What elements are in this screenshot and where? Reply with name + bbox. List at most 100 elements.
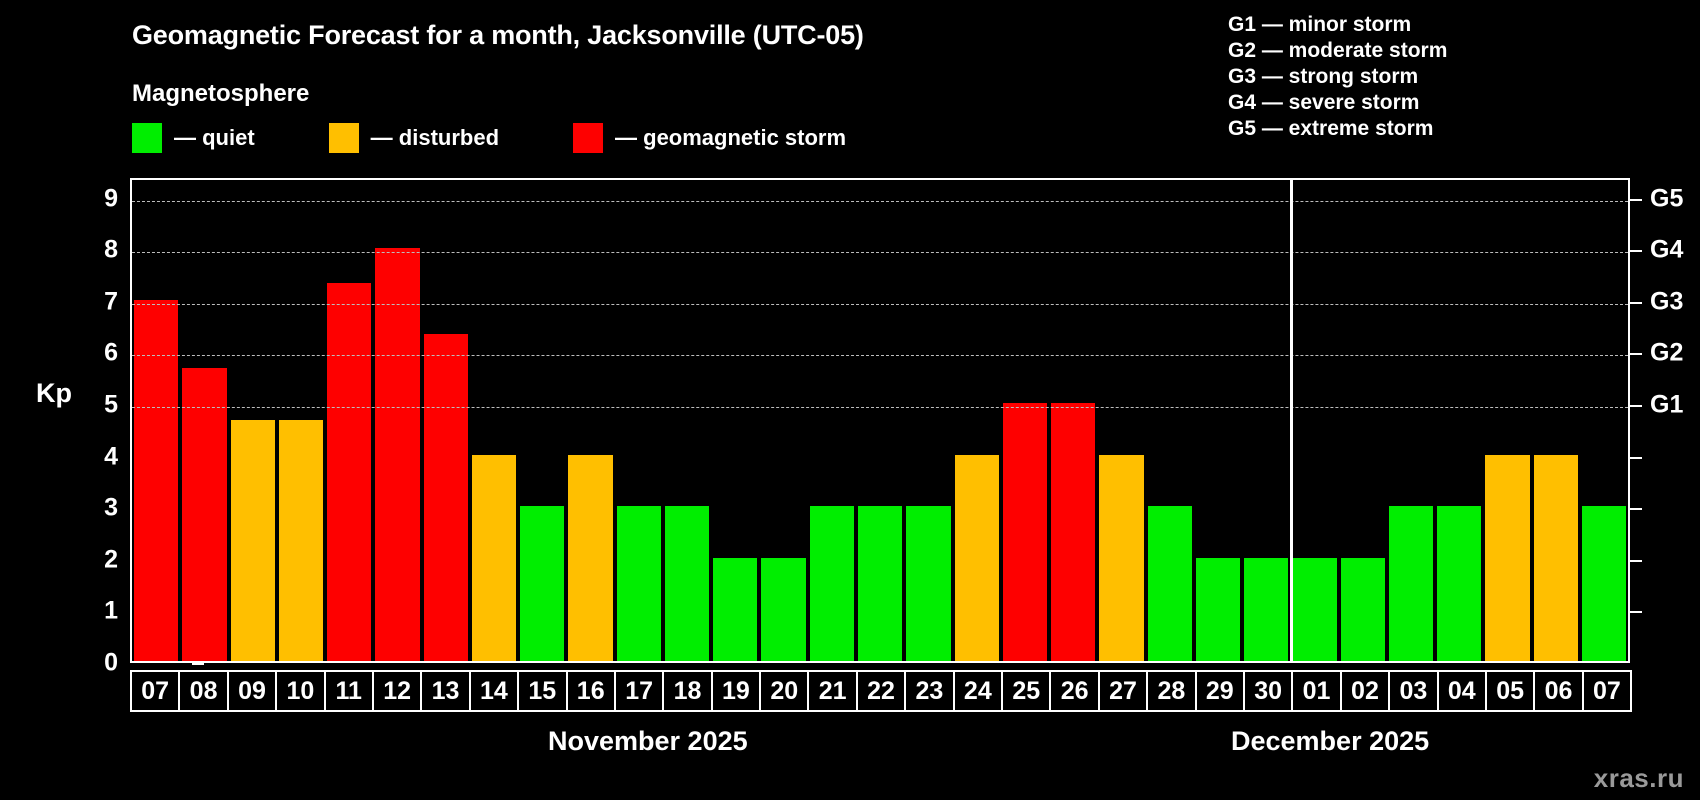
bar-slot-november-21[interactable] bbox=[808, 180, 856, 661]
bar-slot-november-15[interactable] bbox=[518, 180, 566, 661]
date-cell-december-01[interactable]: 01 bbox=[1291, 670, 1342, 712]
bar-07-quiet[interactable] bbox=[1581, 506, 1627, 661]
bar-slot-november-25[interactable] bbox=[1001, 180, 1049, 661]
bar-slot-november-07[interactable] bbox=[132, 180, 180, 661]
bar-26-storm[interactable] bbox=[1051, 403, 1096, 661]
date-cell-november-16[interactable]: 16 bbox=[565, 670, 616, 712]
bar-10-disturbed[interactable] bbox=[278, 420, 324, 661]
bar-slot-december-05[interactable] bbox=[1483, 180, 1531, 661]
g-tick-mark-G3 bbox=[1630, 301, 1642, 304]
bar-27-disturbed[interactable] bbox=[1099, 454, 1144, 661]
bar-slot-november-27[interactable] bbox=[1097, 180, 1145, 661]
bar-03-quiet[interactable] bbox=[1388, 506, 1434, 661]
bar-slot-december-07[interactable] bbox=[1580, 180, 1628, 661]
bar-slot-november-28[interactable] bbox=[1146, 180, 1194, 661]
date-cell-november-21[interactable]: 21 bbox=[807, 670, 858, 712]
bar-slot-november-14[interactable] bbox=[470, 180, 518, 661]
date-cell-december-07[interactable]: 07 bbox=[1581, 670, 1633, 712]
date-cell-november-13[interactable]: 13 bbox=[420, 670, 471, 712]
date-cell-november-11[interactable]: 11 bbox=[323, 670, 374, 712]
date-cell-december-06[interactable]: 06 bbox=[1533, 670, 1584, 712]
bar-slot-november-10[interactable] bbox=[277, 180, 325, 661]
bar-28-quiet[interactable] bbox=[1147, 506, 1192, 661]
date-cell-november-18[interactable]: 18 bbox=[662, 670, 713, 712]
g-legend-line-2: G2 — moderate storm bbox=[1228, 39, 1448, 62]
date-cell-november-29[interactable]: 29 bbox=[1194, 670, 1245, 712]
date-cell-december-04[interactable]: 04 bbox=[1436, 670, 1487, 712]
bar-20-quiet[interactable] bbox=[761, 557, 806, 661]
bar-slot-december-02[interactable] bbox=[1339, 180, 1387, 661]
bar-29-quiet[interactable] bbox=[1195, 557, 1241, 661]
bar-slot-november-26[interactable] bbox=[1049, 180, 1097, 661]
bar-02-quiet[interactable] bbox=[1340, 557, 1385, 661]
bar-slot-november-29[interactable] bbox=[1194, 180, 1242, 661]
date-cell-november-20[interactable]: 20 bbox=[759, 670, 810, 712]
bar-04-quiet[interactable] bbox=[1437, 506, 1482, 661]
bar-08-storm[interactable] bbox=[182, 368, 227, 661]
bar-slot-december-06[interactable] bbox=[1532, 180, 1580, 661]
page-title: Geomagnetic Forecast for a month, Jackso… bbox=[132, 20, 864, 50]
bar-19-quiet[interactable] bbox=[713, 557, 758, 661]
bar-24-disturbed[interactable] bbox=[954, 454, 999, 661]
date-cell-november-22[interactable]: 22 bbox=[855, 670, 907, 712]
legend-label-disturbed: — disturbed bbox=[370, 125, 500, 150]
bar-slot-november-13[interactable] bbox=[422, 180, 470, 661]
bar-22-quiet[interactable] bbox=[857, 506, 903, 661]
bar-06-disturbed[interactable] bbox=[1533, 454, 1578, 661]
date-cell-november-24[interactable]: 24 bbox=[952, 670, 1004, 712]
date-cell-november-15[interactable]: 15 bbox=[517, 670, 568, 712]
bar-slot-november-20[interactable] bbox=[759, 180, 807, 661]
bar-slot-november-09[interactable] bbox=[229, 180, 277, 661]
bar-slot-december-01[interactable] bbox=[1290, 180, 1338, 661]
date-cell-november-14[interactable]: 14 bbox=[468, 670, 520, 712]
date-cell-november-23[interactable]: 23 bbox=[904, 670, 955, 712]
bar-slot-november-19[interactable] bbox=[711, 180, 759, 661]
date-cell-november-26[interactable]: 26 bbox=[1049, 670, 1100, 712]
date-cell-december-02[interactable]: 02 bbox=[1339, 670, 1391, 712]
date-cell-december-05[interactable]: 05 bbox=[1484, 670, 1536, 712]
month-label-december: December 2025 bbox=[1231, 726, 1430, 756]
bar-01-quiet[interactable] bbox=[1292, 557, 1337, 661]
date-cell-november-19[interactable]: 19 bbox=[710, 670, 762, 712]
bar-14-disturbed[interactable] bbox=[471, 454, 517, 661]
date-cell-november-09[interactable]: 09 bbox=[226, 670, 278, 712]
date-cell-november-30[interactable]: 30 bbox=[1242, 670, 1294, 712]
bar-18-quiet[interactable] bbox=[664, 506, 710, 661]
date-cell-november-08[interactable]: 08 bbox=[178, 670, 229, 712]
bar-07-storm[interactable] bbox=[134, 299, 179, 661]
bar-slot-november-08[interactable] bbox=[180, 180, 228, 661]
date-cell-november-25[interactable]: 25 bbox=[1001, 670, 1052, 712]
bar-30-quiet[interactable] bbox=[1244, 557, 1289, 661]
g-legend-line-5: G5 — extreme storm bbox=[1228, 117, 1434, 140]
bar-slot-november-22[interactable] bbox=[856, 180, 904, 661]
bar-slot-december-03[interactable] bbox=[1387, 180, 1435, 661]
date-cell-november-12[interactable]: 12 bbox=[371, 670, 423, 712]
bar-slot-november-24[interactable] bbox=[953, 180, 1001, 661]
bar-slot-november-18[interactable] bbox=[663, 180, 711, 661]
bar-09-disturbed[interactable] bbox=[230, 420, 275, 661]
bar-slot-november-11[interactable] bbox=[325, 180, 373, 661]
bar-slot-november-12[interactable] bbox=[373, 180, 421, 661]
bar-11-storm[interactable] bbox=[327, 282, 372, 661]
bar-15-quiet[interactable] bbox=[520, 506, 565, 661]
bar-slot-november-23[interactable] bbox=[904, 180, 952, 661]
bar-13-storm[interactable] bbox=[423, 334, 468, 661]
bar-slot-november-17[interactable] bbox=[615, 180, 663, 661]
bar-21-quiet[interactable] bbox=[809, 506, 854, 661]
date-cell-december-03[interactable]: 03 bbox=[1388, 670, 1439, 712]
bar-12-storm[interactable] bbox=[375, 248, 420, 661]
bar-23-quiet[interactable] bbox=[906, 506, 951, 661]
bar-slot-november-30[interactable] bbox=[1242, 180, 1290, 661]
date-cell-november-27[interactable]: 27 bbox=[1097, 670, 1149, 712]
g-scale-legend: G1 — minor storm G2 — moderate storm G3 — … bbox=[1228, 12, 1447, 142]
bar-25-storm[interactable] bbox=[1002, 403, 1048, 661]
date-cell-november-17[interactable]: 17 bbox=[613, 670, 665, 712]
bar-17-quiet[interactable] bbox=[616, 506, 661, 661]
bar-slot-december-04[interactable] bbox=[1435, 180, 1483, 661]
bar-05-disturbed[interactable] bbox=[1485, 454, 1530, 661]
date-cell-november-28[interactable]: 28 bbox=[1146, 670, 1197, 712]
bar-slot-november-16[interactable] bbox=[566, 180, 614, 661]
date-cell-november-07[interactable]: 07 bbox=[130, 670, 181, 712]
date-cell-november-10[interactable]: 10 bbox=[275, 670, 326, 712]
bar-16-disturbed[interactable] bbox=[568, 454, 613, 661]
